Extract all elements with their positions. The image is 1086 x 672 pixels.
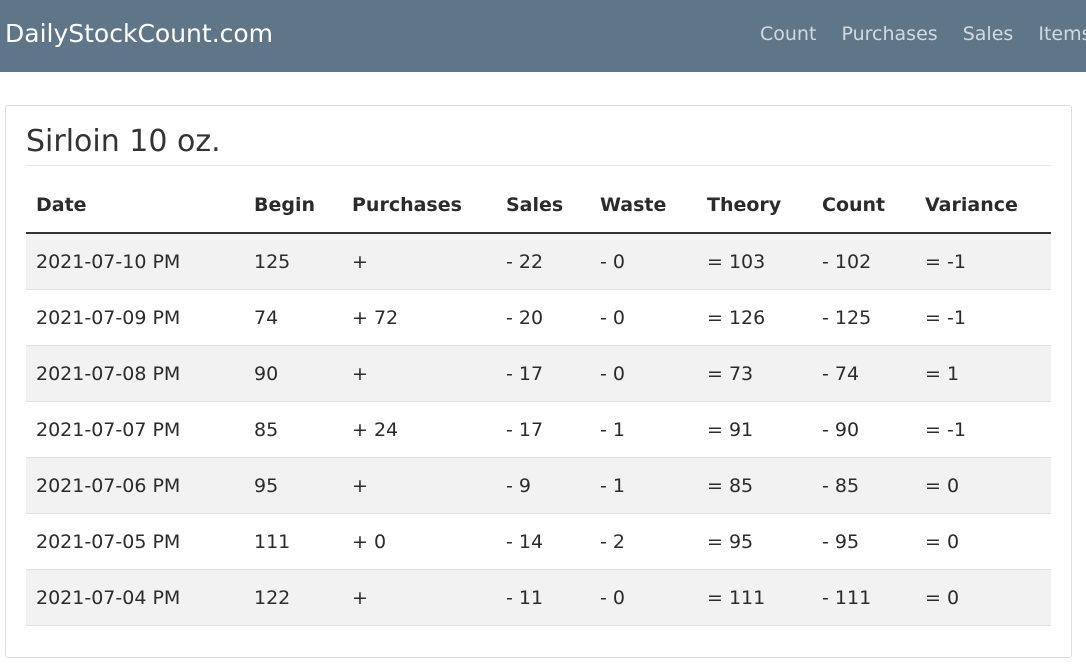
cell-count: - 95 [812,513,915,570]
cell-date: 2021-07-09 PM [26,289,244,346]
header-waste: Waste [590,178,697,234]
cell-variance: = -1 [915,233,1051,290]
cell-waste: - 0 [590,569,697,626]
cell-purchases: + [342,457,496,514]
cell-sales: - 11 [496,569,590,626]
cell-sales: - 17 [496,401,590,458]
cell-waste: - 2 [590,513,697,570]
cell-variance: = 0 [915,457,1051,514]
cell-sales: - 22 [496,233,590,290]
cell-begin: 95 [244,457,342,514]
cell-purchases: + 0 [342,513,496,570]
cell-begin: 125 [244,233,342,290]
cell-variance: = 0 [915,513,1051,570]
cell-waste: - 1 [590,401,697,458]
header-begin: Begin [244,178,342,234]
cell-waste: - 0 [590,233,697,290]
nav-link-items[interactable]: Items [1038,23,1086,45]
cell-sales: - 9 [496,457,590,514]
header-purchases: Purchases [342,178,496,234]
table-row: 2021-07-08 PM 90 + - 17- 0 = 73- 74 = 1 [26,345,1051,402]
table-row: 2021-07-05 PM 111 + 0- 14- 2 = 95- 95 = 0 [26,513,1051,570]
cell-sales: - 14 [496,513,590,570]
header-count: Count [812,178,915,234]
cell-variance: = 1 [915,345,1051,402]
cell-purchases: + [342,345,496,402]
cell-begin: 90 [244,345,342,402]
header-variance: Variance [915,178,1051,234]
nav-link-sales[interactable]: Sales [962,23,1014,45]
table-row: 2021-07-06 PM 95 + - 9- 1 = 85- 85 = 0 [26,457,1051,514]
cell-begin: 122 [244,569,342,626]
cell-theory: = 103 [697,233,812,290]
cell-date: 2021-07-08 PM [26,345,244,402]
cell-date: 2021-07-07 PM [26,401,244,458]
cell-waste: - 0 [590,345,697,402]
header-date: Date [26,178,244,234]
stock-history-table: Date Begin Purchases Sales Waste Theory … [26,178,1051,626]
cell-waste: - 0 [590,289,697,346]
cell-count: - 85 [812,457,915,514]
table-row: 2021-07-07 PM 85 + 24- 17- 1 = 91- 90 = -1 [26,401,1051,458]
cell-purchases: + [342,569,496,626]
cell-theory: = 126 [697,289,812,346]
table-body: 2021-07-10 PM 125 + - 22- 0 = 103- 102 = -1 20… [26,233,1051,626]
cell-count: - 111 [812,569,915,626]
cell-theory: = 85 [697,457,812,514]
nav-link-count[interactable]: Count [760,23,817,45]
nav-links: Count Purchases Sales Items [760,21,1086,47]
cell-sales: - 17 [496,345,590,402]
item-title: Sirloin 10 oz. [26,124,221,159]
cell-begin: 111 [244,513,342,570]
title-divider [26,165,1051,166]
table-header-row: Date Begin Purchases Sales Waste Theory … [26,178,1051,234]
cell-count: - 74 [812,345,915,402]
cell-sales: - 20 [496,289,590,346]
cell-count: - 102 [812,233,915,290]
nav-link-purchases[interactable]: Purchases [841,23,938,45]
table-row: 2021-07-09 PM 74 + 72- 20- 0 = 126- 125 = -1 [26,289,1051,346]
cell-variance: = -1 [915,401,1051,458]
cell-count: - 90 [812,401,915,458]
cell-theory: = 73 [697,345,812,402]
cell-date: 2021-07-04 PM [26,569,244,626]
cell-date: 2021-07-10 PM [26,233,244,290]
cell-date: 2021-07-06 PM [26,457,244,514]
header-sales: Sales [496,178,590,234]
table-row: 2021-07-04 PM 122 + - 11- 0 = 111- 111 = 0 [26,569,1051,626]
item-history-card: Sirloin 10 oz. Date Begin Purchases Sale… [5,105,1072,658]
top-navbar: DailyStockCount.com Count Purchases Sale… [0,0,1086,72]
table-row: 2021-07-10 PM 125 + - 22- 0 = 103- 102 = -1 [26,233,1051,290]
cell-begin: 74 [244,289,342,346]
cell-waste: - 1 [590,457,697,514]
cell-theory: = 91 [697,401,812,458]
brand-link[interactable]: DailyStockCount.com [5,19,274,48]
cell-variance: = 0 [915,569,1051,626]
cell-purchases: + [342,233,496,290]
cell-variance: = -1 [915,289,1051,346]
cell-purchases: + 24 [342,401,496,458]
cell-theory: = 111 [697,569,812,626]
cell-date: 2021-07-05 PM [26,513,244,570]
cell-purchases: + 72 [342,289,496,346]
cell-theory: = 95 [697,513,812,570]
cell-begin: 85 [244,401,342,458]
cell-count: - 125 [812,289,915,346]
header-theory: Theory [697,178,812,234]
